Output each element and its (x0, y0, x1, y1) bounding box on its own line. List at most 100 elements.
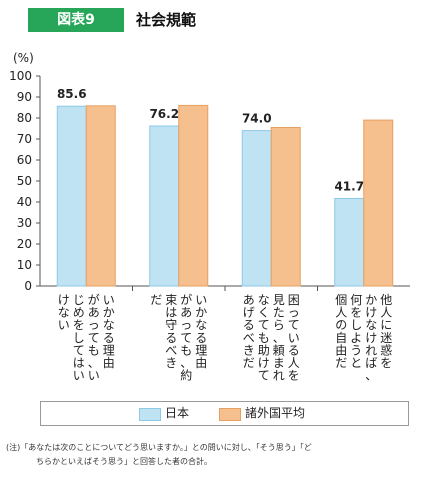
x-category-label-char: 他 (380, 293, 392, 307)
x-category-label-char: あ (88, 306, 100, 320)
x-category-label-char: け (365, 331, 377, 345)
x-category-label-char: い (195, 293, 207, 307)
y-tick-label: 60 (17, 153, 32, 167)
x-category-label-char: 何 (350, 293, 362, 307)
x-category-label-char: く (258, 306, 270, 320)
x-category-label-char: 、 (88, 356, 100, 370)
data-label-japan: 85.6 (57, 87, 87, 101)
bar-other-countries (85, 105, 116, 287)
x-category-label-char: を (288, 369, 300, 383)
x-category-label-char: は (165, 306, 177, 320)
x-category-label-char: も (88, 343, 100, 357)
x-category-label-char: だ (150, 293, 162, 307)
x-category-label-char: 人 (335, 306, 347, 320)
footnote-line-2: ちらかといえばそう思う」と回答した者の合計。 (36, 457, 212, 466)
x-category-label-char: て (258, 318, 270, 332)
x-category-label-char: る (195, 331, 207, 345)
x-category-label-char: ら (273, 318, 285, 332)
x-category-label-char: い (58, 318, 70, 332)
x-category-label-char: た (273, 306, 285, 320)
x-category-label-char: な (365, 318, 377, 332)
x-category-label-char: な (195, 318, 207, 332)
bar-other-countries (178, 104, 209, 287)
x-category-label-char: 、 (365, 369, 377, 383)
x-category-label-char: て (180, 331, 192, 345)
x-category-label-char: よ (350, 331, 362, 345)
x-category-label-char: だ (335, 356, 347, 370)
x-category-label-char: い (288, 331, 300, 345)
x-category-label-char: う (350, 343, 362, 357)
bar-chart: 010203040506070809010085.6いかなる理由があっても、いじ… (9, 69, 410, 383)
x-category-label-char: ま (273, 356, 285, 370)
x-category-label-char: を (350, 306, 362, 320)
x-category-label-char: き (243, 343, 255, 357)
figure-number-badge: 図表9 (28, 8, 124, 32)
legend-label-japan: 日本 (165, 406, 190, 420)
x-category-label-char: れ (365, 343, 377, 357)
x-category-label-char: て (288, 318, 300, 332)
x-category-label-char: 助 (258, 343, 270, 357)
x-category-label-char: は (73, 356, 85, 370)
y-tick-label: 20 (17, 237, 32, 251)
x-category-label-char: 困 (288, 293, 300, 307)
x-category-label-char: る (103, 331, 115, 345)
x-category-label-char: 由 (103, 356, 115, 370)
x-category-label-char: 理 (195, 343, 207, 357)
x-category-label-char: め (73, 306, 85, 320)
x-category-label-char: き (165, 356, 177, 370)
x-category-label-char: っ (88, 318, 100, 332)
x-category-label-char: る (288, 343, 300, 357)
x-category-label-char: も (258, 331, 270, 345)
x-category-label-char: か (195, 306, 207, 320)
y-tick-label: 0 (24, 279, 32, 293)
x-category-label-char: い (103, 293, 115, 307)
x-category-label-char: 束 (165, 293, 177, 307)
x-category-label-char: な (258, 293, 270, 307)
bar-japan (241, 130, 272, 287)
footnote-line-1: (注)「あなたは次のことについてどう思いますか。」との問いに対し、「そう思う」「… (6, 443, 312, 452)
y-tick-label: 40 (17, 195, 32, 209)
x-category-label-char: も (180, 343, 192, 357)
legend-swatch-other-countries (219, 408, 241, 421)
legend-label-other-countries: 諸外国平均 (245, 406, 306, 420)
x-category-label-char: べ (243, 331, 255, 345)
x-category-label-char: て (88, 331, 100, 345)
x-category-label-char: 自 (335, 331, 347, 345)
footnote: (注)「あなたは次のことについてどう思いますか。」との問いに対し、「そう思う」「… (6, 441, 420, 469)
x-category-label-char: い (73, 369, 85, 383)
x-category-label-char: る (243, 318, 255, 332)
data-label-japan: 76.2 (149, 107, 179, 121)
x-category-label-char: だ (243, 356, 255, 370)
x-category-label-char: に (380, 318, 392, 332)
x-category-label-char: け (58, 293, 70, 307)
x-category-label-char: い (88, 369, 100, 383)
y-tick-label: 30 (17, 216, 32, 230)
x-category-label-char: 人 (288, 356, 300, 370)
x-category-label-char: が (180, 292, 192, 307)
x-category-label-char: る (165, 331, 177, 345)
x-category-label-char: れ (273, 369, 285, 383)
y-tick-label: 50 (17, 174, 32, 188)
x-category-label-char: 個 (335, 293, 347, 307)
x-category-label-char: あ (243, 293, 255, 307)
x-category-label-char: っ (180, 318, 192, 332)
x-category-label-char: し (350, 318, 362, 332)
y-tick-label: 70 (17, 132, 32, 146)
x-category-label-char: か (103, 306, 115, 320)
x-category-label-char: 頼 (273, 343, 285, 357)
bar-japan (334, 197, 365, 287)
x-category-label-char: と (350, 356, 362, 370)
x-category-label-char: 由 (335, 343, 347, 357)
figure-header: 図表9 社会規範 (0, 0, 426, 40)
x-category-label-char: 見 (273, 293, 285, 307)
figure-title: 社会規範 (136, 11, 197, 29)
x-category-label-char: べ (165, 343, 177, 357)
x-category-label-char: し (73, 331, 85, 345)
x-category-label-char: か (365, 293, 377, 307)
x-category-label-char: が (88, 292, 100, 307)
x-category-label-char: 、 (180, 356, 192, 370)
bar-other-countries (270, 126, 301, 287)
x-category-label-char: 人 (380, 306, 392, 320)
x-category-label-char: の (335, 318, 347, 332)
bar-japan (56, 105, 87, 287)
